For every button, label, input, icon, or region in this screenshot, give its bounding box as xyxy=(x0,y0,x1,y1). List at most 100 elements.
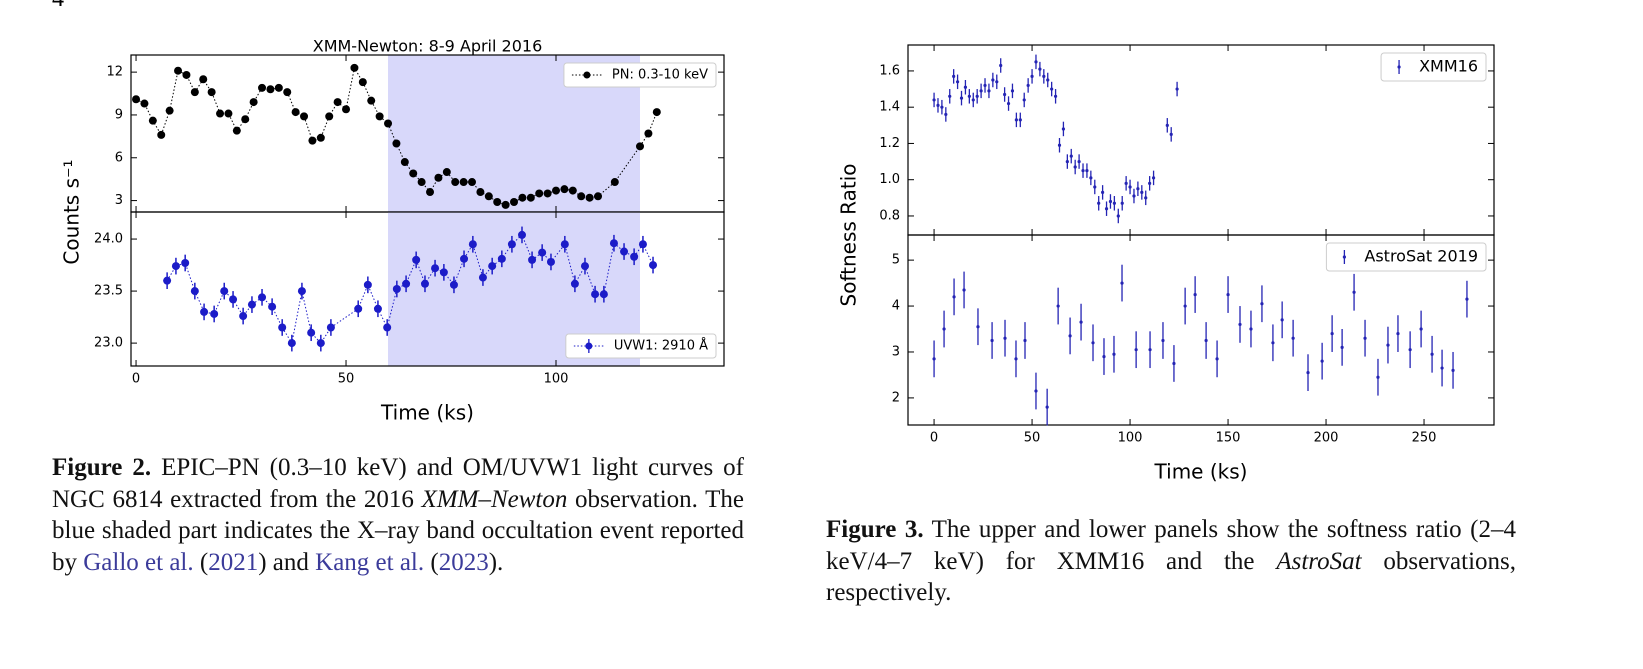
data-point xyxy=(991,78,995,82)
x-tick-label: 250 xyxy=(1412,431,1437,446)
data-point xyxy=(1451,368,1455,372)
data-point xyxy=(412,255,421,264)
citation-link[interactable]: 2021 xyxy=(208,548,259,576)
data-point xyxy=(1050,87,1054,91)
data-point xyxy=(1112,352,1116,356)
data-point xyxy=(342,105,351,114)
legend-label: AstroSat 2019 xyxy=(1364,247,1478,266)
data-point xyxy=(620,247,629,256)
citation-link[interactable]: 2023 xyxy=(438,548,489,576)
x-tick-label: 100 xyxy=(544,372,569,387)
data-point xyxy=(1260,302,1264,306)
citation-link[interactable]: Kang et al. xyxy=(315,548,425,576)
data-point xyxy=(283,88,292,97)
data-point xyxy=(333,98,342,107)
data-point xyxy=(1079,320,1083,324)
data-point xyxy=(1148,348,1152,352)
data-point xyxy=(1034,60,1038,64)
data-point xyxy=(580,262,589,271)
data-point xyxy=(468,178,477,187)
data-point xyxy=(1101,190,1105,194)
data-point xyxy=(1183,304,1187,308)
data-point xyxy=(1291,336,1295,340)
data-point xyxy=(1136,187,1140,191)
y-tick-label: 0.8 xyxy=(879,208,900,223)
x-tick-label: 0 xyxy=(132,372,140,387)
legend-marker xyxy=(1342,255,1346,259)
caption-text: The upper and lower panels show the soft… xyxy=(826,516,1516,575)
data-point xyxy=(287,339,296,348)
data-point xyxy=(326,323,335,332)
data-point xyxy=(300,112,309,121)
axes-frame xyxy=(907,234,1495,426)
data-point xyxy=(439,268,448,277)
data-point xyxy=(171,262,180,271)
data-point xyxy=(451,178,460,187)
data-point xyxy=(1306,371,1310,375)
data-point xyxy=(1116,214,1120,218)
y-tick-label: 5 xyxy=(892,253,900,268)
legend-label: UVW1: 2910 Å xyxy=(614,338,708,354)
data-point xyxy=(258,83,267,92)
data-point xyxy=(1175,87,1179,91)
legend-box xyxy=(1325,242,1487,272)
data-point xyxy=(546,257,555,266)
data-point xyxy=(220,287,229,296)
data-point xyxy=(449,280,458,289)
data-point xyxy=(373,304,382,313)
data-point xyxy=(1151,176,1156,180)
legend-marker xyxy=(585,342,593,350)
page-number: 4 xyxy=(52,0,64,13)
data-point xyxy=(199,75,208,84)
data-point xyxy=(239,312,248,321)
data-point xyxy=(1061,127,1066,131)
citation-link[interactable]: Gallo et al. xyxy=(83,548,194,576)
data-point xyxy=(1238,322,1242,327)
data-point xyxy=(1215,357,1219,361)
data-point xyxy=(1065,159,1069,164)
data-point xyxy=(1134,348,1138,352)
data-point xyxy=(609,239,618,248)
data-point xyxy=(307,328,316,337)
x-tick-label: 150 xyxy=(1216,431,1241,446)
data-point xyxy=(241,115,250,124)
y-tick-label: 1.6 xyxy=(879,63,900,78)
data-point xyxy=(932,357,936,361)
data-point xyxy=(638,240,647,249)
caption: Figure 3. The upper and lower panels sho… xyxy=(826,514,1516,609)
data-point xyxy=(207,88,216,97)
data-point xyxy=(1352,290,1356,294)
data-point xyxy=(1112,201,1116,205)
data-point xyxy=(249,98,258,107)
data-point xyxy=(962,288,966,292)
data-point xyxy=(1069,154,1073,158)
data-point xyxy=(526,193,535,202)
data-point xyxy=(1396,332,1400,336)
data-point xyxy=(392,285,401,293)
data-point xyxy=(1161,338,1165,343)
data-point xyxy=(468,240,477,249)
data-point xyxy=(1038,67,1042,71)
data-point xyxy=(308,136,317,145)
data-point xyxy=(1320,359,1324,363)
data-point xyxy=(1077,159,1081,164)
data-point xyxy=(644,129,653,138)
data-point xyxy=(1363,336,1367,340)
data-point xyxy=(367,96,376,105)
data-point xyxy=(140,99,149,108)
y-tick-label: 1.2 xyxy=(879,136,900,151)
data-point xyxy=(636,142,645,151)
legend-box xyxy=(565,333,717,359)
data-point xyxy=(1010,89,1015,93)
data-point xyxy=(528,255,537,264)
data-point xyxy=(384,119,393,128)
data-point xyxy=(979,89,983,93)
x-axis-label: Time (ks) xyxy=(1154,460,1248,484)
data-point xyxy=(955,80,960,84)
data-point xyxy=(995,80,999,84)
data-point xyxy=(1089,176,1093,180)
data-point xyxy=(1045,405,1049,409)
data-point xyxy=(409,169,418,178)
data-point xyxy=(1172,361,1176,366)
